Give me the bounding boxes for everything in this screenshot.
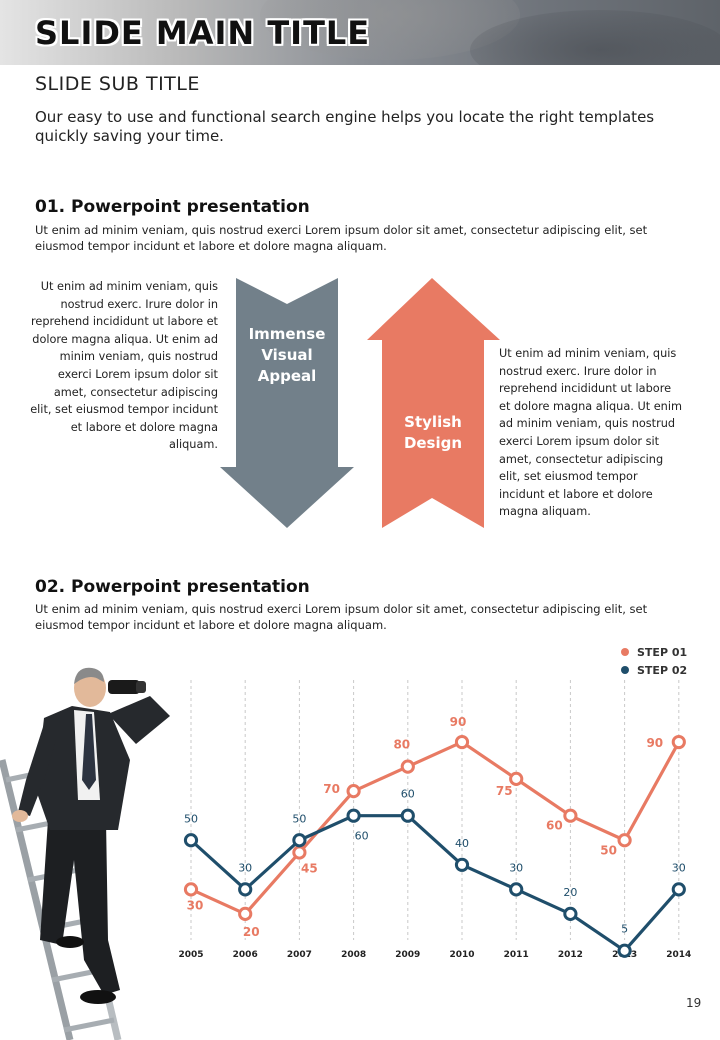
series-step01-point (671, 734, 686, 750)
up-arrow-label: Stylish Design (403, 413, 463, 452)
series-step02-point (617, 943, 632, 958)
data-label: 45 (301, 862, 318, 876)
series-step02-point (238, 882, 253, 897)
data-label: 60 (401, 788, 415, 801)
legend-marker (621, 648, 629, 656)
data-label: 70 (323, 782, 340, 796)
series-step01-point (454, 734, 470, 750)
section2-heading: 02. Powerpoint presentation (35, 577, 310, 597)
data-label: 40 (455, 837, 469, 850)
data-label: 20 (563, 886, 577, 899)
intro-text: Our easy to use and functional search en… (35, 108, 655, 145)
data-label: 30 (187, 898, 204, 912)
page-number: 19 (686, 996, 702, 1010)
series-step01-line (190, 740, 681, 916)
data-label: 80 (393, 738, 410, 752)
section1-heading: 01. Powerpoint presentation (35, 197, 310, 217)
sub-title: SLIDE SUB TITLE (35, 73, 200, 95)
series-step02-point (292, 833, 307, 848)
series-step02-point (183, 833, 199, 848)
data-label: 30 (672, 861, 686, 874)
series-step02-line (189, 814, 680, 953)
series-step01-point (617, 833, 632, 848)
x-tick-label: 2005 (178, 950, 203, 960)
series-step01-point (509, 771, 524, 786)
down-arrow-shape (220, 278, 354, 528)
data-label: 30 (238, 861, 252, 874)
series-step01-point (292, 845, 307, 860)
data-label: 75 (496, 784, 513, 798)
arrows-graphic (220, 278, 500, 528)
series-step02-point (400, 808, 415, 823)
data-label: 30 (509, 861, 523, 874)
right-column-text: Ut enim ad minim veniam, quis nostrud ex… (499, 347, 682, 519)
legend-label: STEP 01 (637, 646, 687, 659)
data-label: 90 (450, 715, 467, 729)
series-step02-point (454, 857, 470, 872)
series-step02-point (563, 906, 578, 922)
x-tick-label: 2012 (558, 950, 583, 960)
series-step01-point (183, 882, 199, 897)
left-column-text: Ut enim ad minim veniam, quis nostrud ex… (30, 280, 218, 452)
data-label: 50 (184, 812, 198, 825)
x-tick-label: 2006 (233, 950, 258, 960)
data-label: 50 (292, 812, 306, 825)
x-tick-label: 2010 (449, 950, 474, 960)
section1-body: Ut enim ad minim veniam, quis nostrud ex… (35, 223, 648, 253)
series-step01-point (238, 906, 253, 922)
x-tick-label: 2014 (666, 950, 691, 960)
down-arrow-label: Immense Visual Appeal (248, 325, 326, 385)
data-label: 60 (355, 830, 369, 843)
section2-body: Ut enim ad minim veniam, quis nostrud ex… (35, 602, 648, 632)
series-step02-point (671, 882, 686, 897)
series-step02-point (509, 882, 524, 897)
data-label: 5 (621, 923, 628, 936)
main-title: SLIDE MAIN TITLE (35, 14, 371, 52)
legend-marker (621, 666, 629, 674)
header-banner (0, 0, 720, 65)
data-label: 60 (546, 819, 563, 833)
up-arrow-shape (367, 278, 500, 528)
x-tick-label: 2008 (341, 950, 366, 960)
series-step01-point (346, 784, 361, 799)
legend-label: STEP 02 (637, 664, 687, 677)
data-label: 20 (243, 925, 260, 939)
data-label: 50 (600, 843, 617, 857)
x-tick-label: 2007 (287, 950, 312, 960)
x-tick-label: 2009 (395, 950, 420, 960)
x-tick-label: 2011 (504, 950, 529, 960)
series-step02-point (346, 808, 361, 823)
series-step01-point (400, 759, 415, 774)
series-step01-point (563, 808, 578, 823)
data-label: 90 (646, 736, 663, 750)
